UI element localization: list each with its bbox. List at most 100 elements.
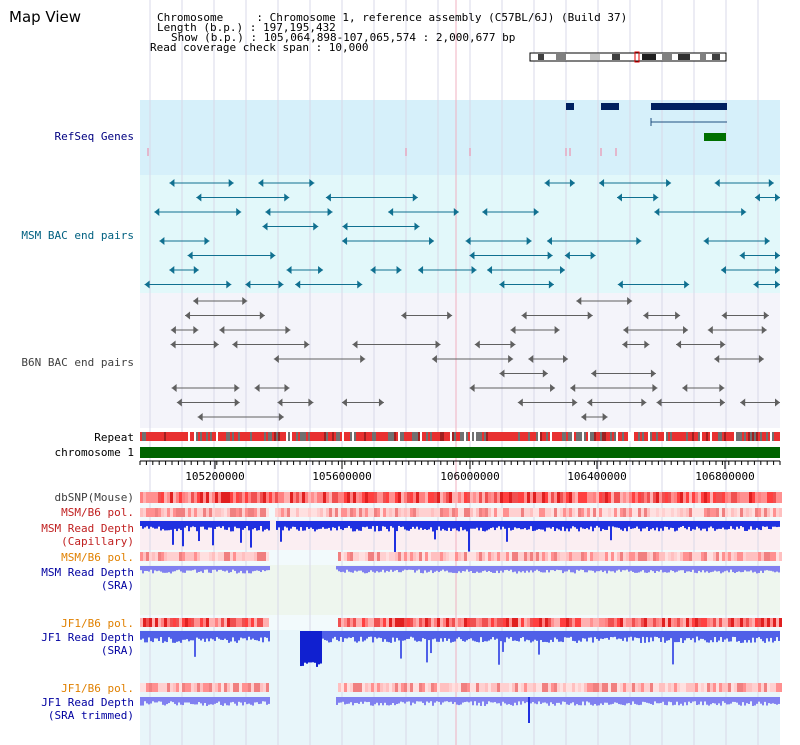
jf1-pol-cell: [257, 618, 260, 627]
msm-bac-end: [226, 280, 232, 289]
jf1-trim-pol-cell: [659, 683, 662, 692]
track-label-msm-bac[interactable]: MSM BAC end pairs: [21, 229, 134, 242]
msm-pol-cell: [689, 508, 692, 517]
jf1-depth-bar: [736, 631, 738, 642]
jf1-trim-pol-cell: [485, 683, 488, 692]
msm-sra-pol-cell: [686, 552, 689, 561]
jf1-trim-pol-cell: [401, 683, 404, 692]
msm-pol-cell: [611, 508, 614, 517]
msm-bac-end: [429, 237, 435, 245]
jf1-trim-depth-bar: [562, 697, 564, 702]
jf1-trim-depth-bar: [604, 697, 606, 703]
msm-sra-depth-bar: [758, 566, 760, 573]
track-label-jf1-b6-pol-trimmed[interactable]: JF1/B6 pol.: [61, 682, 134, 695]
msm-sra-depth-bar: [726, 566, 728, 571]
repeat-cell: [450, 432, 452, 441]
msm-pol-cell: [770, 508, 773, 517]
msm-sra-pol-cell: [257, 552, 260, 561]
repeat-cell: [500, 432, 502, 441]
msm-cap-depth-bar: [760, 521, 762, 531]
msm-sra-depth-bar: [222, 566, 224, 571]
repeat-cell: [558, 432, 560, 441]
repeat-cell: [498, 432, 500, 441]
msm-cap-depth-bar: [656, 521, 658, 528]
msm-cap-depth-bar: [728, 521, 730, 529]
jf1-depth-bar: [172, 631, 174, 643]
jf1-trim-pol-cell: [341, 683, 344, 692]
jf1-depth-bar: [414, 631, 416, 641]
jf1-pol-cell: [698, 618, 701, 627]
track-label-b6n-bac[interactable]: B6N BAC end pairs: [21, 356, 134, 369]
msm-sra-pol-cell: [215, 552, 218, 561]
msm-sra-depth-bar: [338, 566, 340, 572]
repeat-cell: [146, 432, 148, 441]
track-label-dbsnp[interactable]: dbSNP(Mouse): [54, 491, 134, 504]
jf1-depth-bar: [142, 631, 144, 639]
msm-sra-depth-bar: [352, 566, 354, 573]
jf1-pol-cell: [398, 618, 401, 627]
jf1-trim-depth-bar: [162, 697, 164, 705]
repeat-cell: [532, 432, 534, 441]
track-label-repeat[interactable]: Repeat: [94, 431, 134, 444]
track-label-jf1-depth[interactable]: JF1 Read Depth: [41, 631, 134, 644]
b6n-bac-end: [259, 311, 265, 320]
repeat-cell: [372, 432, 374, 441]
jf1-depth-bar: [734, 631, 736, 637]
jf1-trim-depth-bar: [510, 697, 512, 705]
track-label-jf1-depth-trimmed[interactable]: JF1 Read Depth: [41, 696, 134, 709]
jf1-trim-depth-bar: [160, 697, 162, 702]
repeat-cell: [536, 432, 538, 441]
msm-sra-pol-cell: [653, 552, 656, 561]
msm-sra-depth-bar: [648, 566, 650, 573]
jf1-trim-depth-bar: [742, 697, 744, 703]
dbsnp-cell: [554, 492, 557, 503]
track-label-msm-b6-pol[interactable]: MSM/B6 pol.: [61, 506, 134, 519]
jf1-pol-cell: [467, 618, 470, 627]
msm-sra-pol-cell: [698, 552, 701, 561]
repeat-cell: [522, 432, 524, 441]
msm-sra-pol-cell: [605, 552, 608, 561]
jf1-pol-cell: [530, 618, 533, 627]
jf1-depth-bar: [310, 631, 312, 663]
ideogram-band: [700, 54, 706, 60]
jf1-depth-bar: [406, 631, 408, 639]
track-label-jf1-b6-pol[interactable]: JF1/B6 pol.: [61, 617, 134, 630]
jf1-trim-depth-bar: [724, 697, 726, 703]
msm-sra-depth-bar: [580, 566, 582, 570]
jf1-depth-bar: [392, 631, 394, 638]
msm-bac-end: [270, 251, 276, 260]
msm-cap-depth-bar: [712, 521, 714, 529]
b6n-bac-end: [576, 297, 582, 305]
jf1-pol-cell: [389, 618, 392, 627]
msm-sra-pol-cell: [548, 552, 551, 561]
msm-cap-depth-bar: [174, 521, 176, 529]
msm-sra-pol-cell: [212, 552, 215, 561]
msm-sra-depth-bar: [746, 566, 748, 572]
jf1-depth-bar: [194, 631, 196, 657]
track-label-refseq[interactable]: RefSeq Genes: [54, 130, 134, 143]
repeat-cell: [334, 432, 336, 441]
jf1-depth-bar: [344, 631, 346, 639]
msm-cap-depth-bar: [482, 521, 484, 532]
jf1-trim-pol-cell: [242, 683, 245, 692]
track-label-msm-depth-capillary[interactable]: MSM Read Depth: [41, 522, 134, 535]
msm-cap-depth-bar: [160, 521, 162, 531]
msm-sra-pol-cell: [731, 552, 734, 561]
msm-pol-cell: [599, 508, 602, 517]
jf1-trim-depth-bar: [482, 697, 484, 702]
track-label-msm-b6-pol-sra[interactable]: MSM/B6 pol.: [61, 551, 134, 564]
jf1-depth-bar: [694, 631, 696, 643]
track-label-msm-depth-sra[interactable]: MSM Read Depth: [41, 566, 134, 579]
jf1-trim-depth-bar: [576, 697, 578, 705]
jf1-trim-pol-cell: [647, 683, 650, 692]
jf1-depth-bar: [446, 631, 448, 641]
msm-cap-depth-bar: [550, 521, 552, 529]
track-label-chromosome[interactable]: chromosome 1: [54, 446, 134, 459]
jf1-depth-bar: [244, 631, 246, 639]
jf1-trim-depth-bar: [712, 697, 714, 704]
jf1-depth-bar: [490, 631, 492, 640]
jf1-depth-bar: [232, 631, 234, 638]
msm-sra-pol-cell: [401, 552, 404, 561]
